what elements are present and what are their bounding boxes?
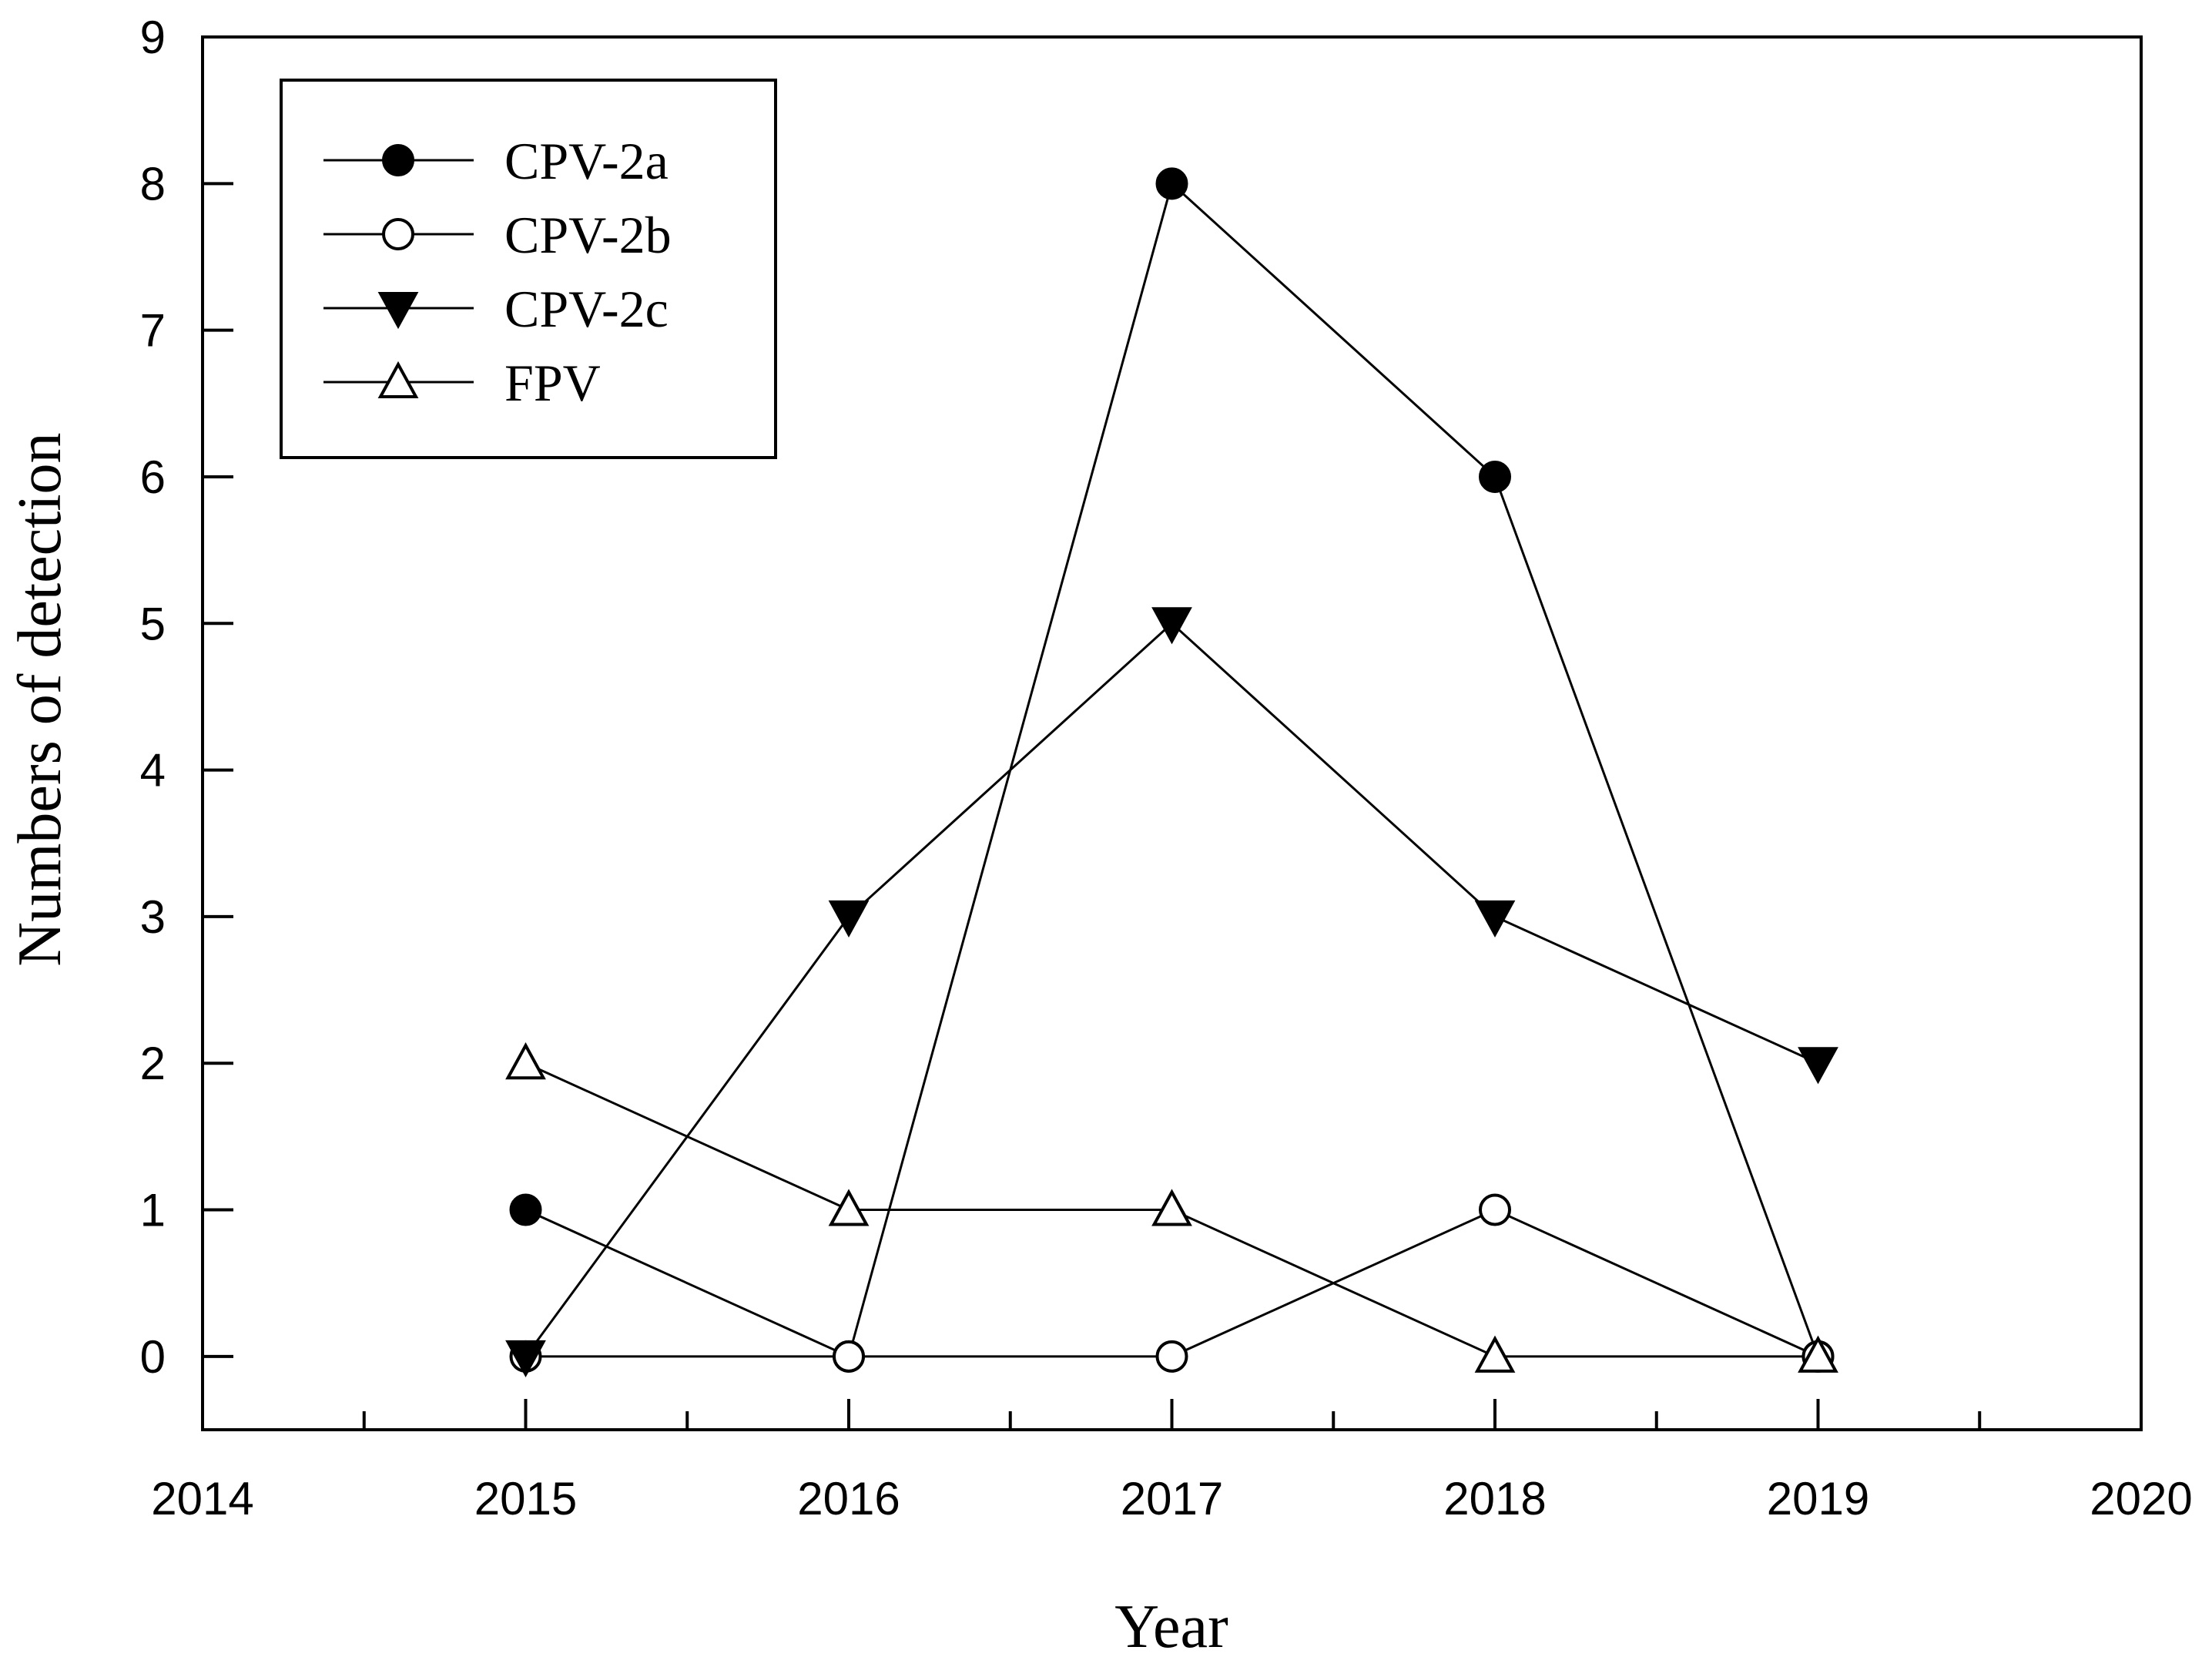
data-point-fpv	[1151, 1189, 1192, 1226]
y-tick-label: 5	[140, 598, 166, 649]
y-axis: 0 1 2 3 4 5 6 7 8 9	[140, 12, 233, 1383]
y-tick-label: 0	[140, 1331, 166, 1383]
data-point-cpv-2c	[505, 1340, 546, 1378]
series-markers	[505, 167, 1838, 1378]
y-tick-label: 4	[140, 745, 166, 797]
x-tick-label: 2015	[474, 1473, 577, 1524]
data-point-fpv	[1798, 1335, 1838, 1373]
y-axis-title: Numbers of detection	[6, 432, 74, 966]
legend-label-cpv-2b: CPV-2b	[504, 206, 672, 264]
y-tick-label: 1	[140, 1185, 166, 1236]
y-tick-label: 6	[140, 451, 166, 503]
x-tick-label: 2020	[2090, 1473, 2192, 1524]
data-point-cpv-2b	[1479, 1193, 1511, 1226]
x-tick-label: 2016	[797, 1473, 900, 1524]
x-tick-label: 2014	[151, 1473, 253, 1524]
data-point-cpv-2c	[828, 900, 870, 938]
data-point-cpv-2c	[1474, 900, 1516, 938]
data-point-cpv-2c	[1151, 607, 1192, 645]
data-point-fpv	[505, 1042, 546, 1080]
x-tick-label: 2019	[1767, 1473, 1869, 1524]
legend-label-cpv-2c: CPV-2c	[504, 280, 669, 338]
series-line-cpv-2b	[525, 1208, 1819, 1358]
legend-label-fpv: FPV	[504, 354, 601, 412]
legend-marker-cpv-2b	[382, 218, 414, 250]
data-point-cpv-2c	[1798, 1047, 1838, 1085]
data-point-cpv-2a	[509, 1193, 542, 1226]
data-point-cpv-2b	[833, 1340, 865, 1373]
x-tick-label: 2017	[1121, 1473, 1223, 1524]
legend-marker-fpv	[377, 361, 419, 398]
data-point-cpv-2a	[1155, 167, 1188, 200]
x-tick-label: 2018	[1443, 1473, 1546, 1524]
y-tick-label: 8	[140, 158, 166, 210]
legend-frame	[280, 79, 777, 459]
data-point-cpv-2b	[1155, 1340, 1188, 1373]
x-axis: 2014 2015 2016 2017 2018 2019 2020	[151, 1399, 2193, 1524]
y-tick-label: 3	[140, 891, 166, 943]
y-tick-label: 9	[140, 12, 166, 63]
x-axis-title: Year	[1114, 1593, 1228, 1661]
series-line-cpv-2c	[525, 622, 1819, 1357]
y-tick-label: 2	[140, 1038, 166, 1089]
data-point-fpv	[1474, 1335, 1516, 1373]
legend-marker-cpv-2a	[382, 144, 414, 176]
data-point-fpv	[828, 1189, 870, 1226]
legend-marker-cpv-2c	[377, 292, 419, 330]
data-point-cpv-2a	[1479, 460, 1511, 493]
legend-label-cpv-2a: CPV-2a	[504, 132, 669, 190]
legend: CPV-2a CPV-2b CPV-2c FPV	[280, 79, 777, 459]
y-tick-label: 7	[140, 305, 166, 357]
